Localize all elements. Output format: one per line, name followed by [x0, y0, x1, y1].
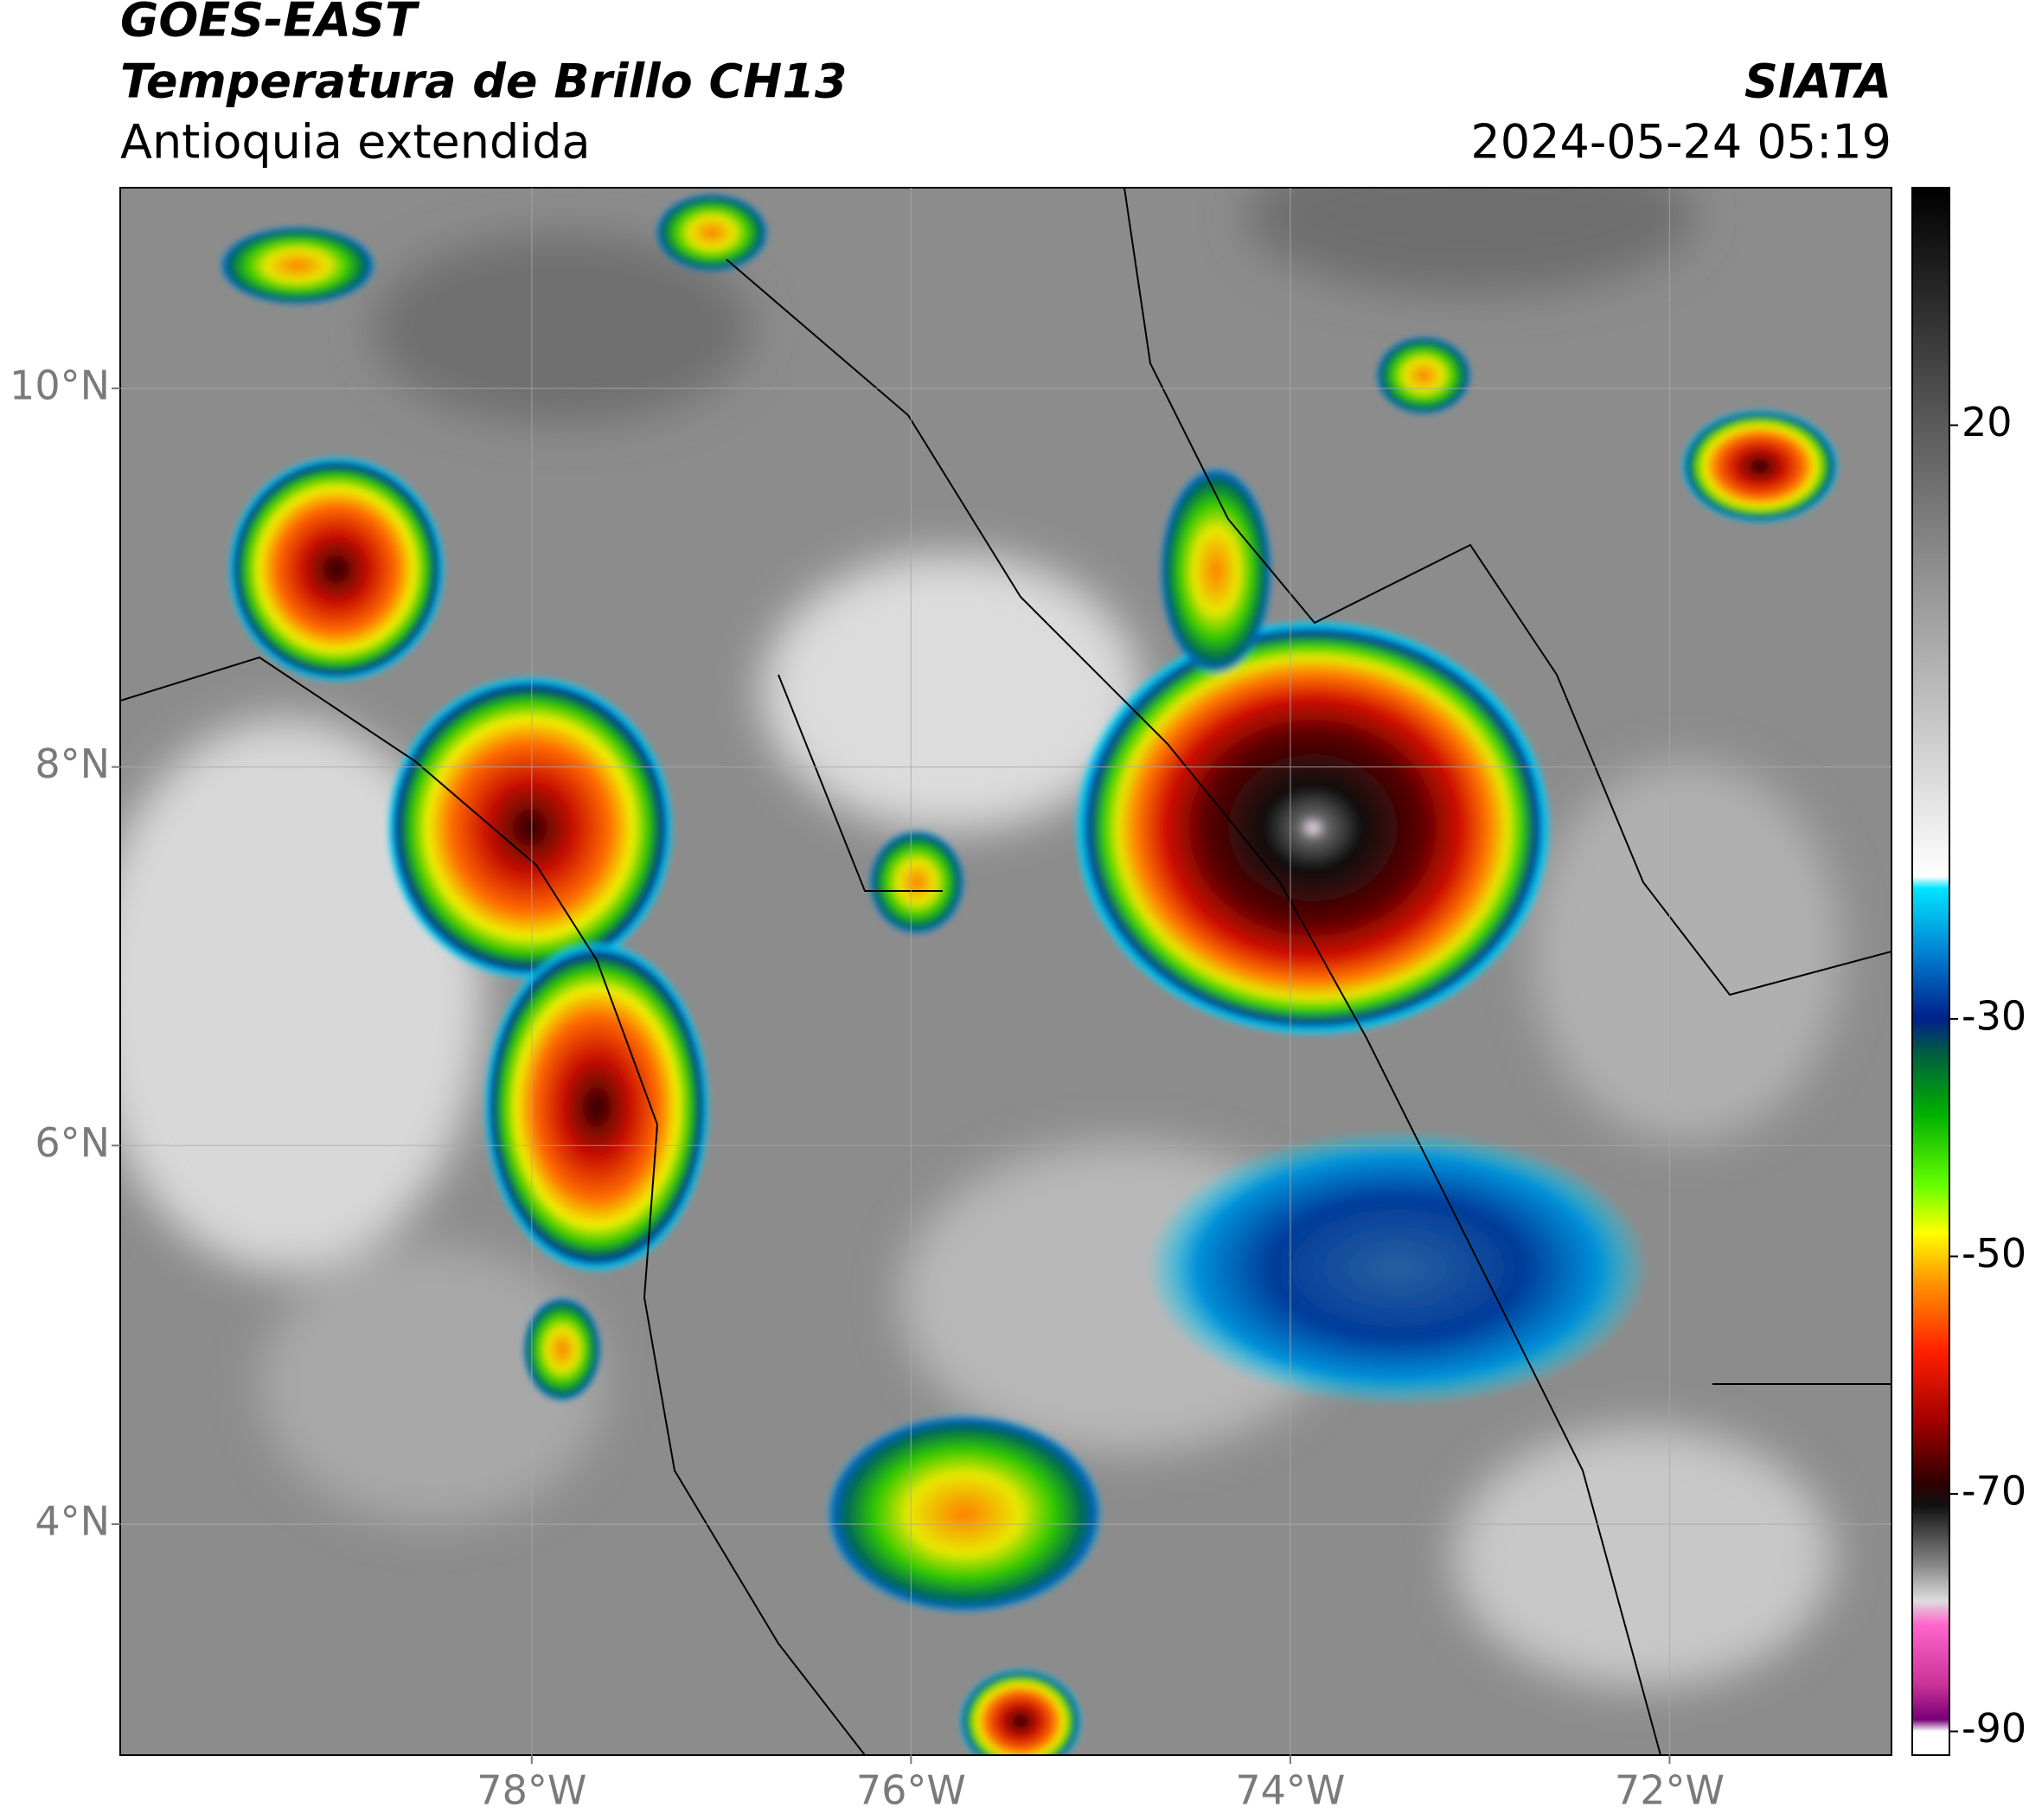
- colorbar-tick-label: -50: [1962, 1230, 2026, 1277]
- y-tick-label: 4°N: [35, 1498, 110, 1545]
- colorbar-tick-label: 20: [1962, 399, 2013, 445]
- source: SIATA: [1744, 54, 1891, 109]
- y-tick-label: 6°N: [35, 1119, 110, 1166]
- satellite-image: [120, 188, 1891, 1755]
- colorbar-tick-label: -30: [1962, 992, 2026, 1039]
- x-tick-label: 76°W: [856, 1767, 966, 1814]
- borders: [120, 188, 1891, 1755]
- region: Antioquia extendida: [120, 115, 591, 170]
- x-tick-label: 72°W: [1615, 1767, 1725, 1814]
- colorbar-axes: 20 -30 -50 -70 -90: [1949, 399, 2026, 1752]
- map-axes: 78°W 76°W 74°W 72°W 10°N 8°N 6°N 4°N: [10, 188, 1891, 1814]
- y-tick-label: 10°N: [10, 362, 110, 408]
- x-tick-label: 74°W: [1235, 1767, 1345, 1814]
- subtitle: Temperatura de Brillo CH13: [120, 54, 848, 109]
- y-tick-label: 8°N: [35, 740, 110, 787]
- colorbar: [1911, 187, 1950, 1756]
- x-tick-label: 78°W: [477, 1767, 586, 1814]
- map-frame: [119, 187, 1892, 1756]
- datetime: 2024-05-24 05:19: [1470, 115, 1891, 170]
- colorbar-tick-label: -70: [1962, 1468, 2026, 1515]
- title: GOES-EAST: [120, 0, 420, 48]
- colorbar-tick-label: -90: [1962, 1705, 2026, 1752]
